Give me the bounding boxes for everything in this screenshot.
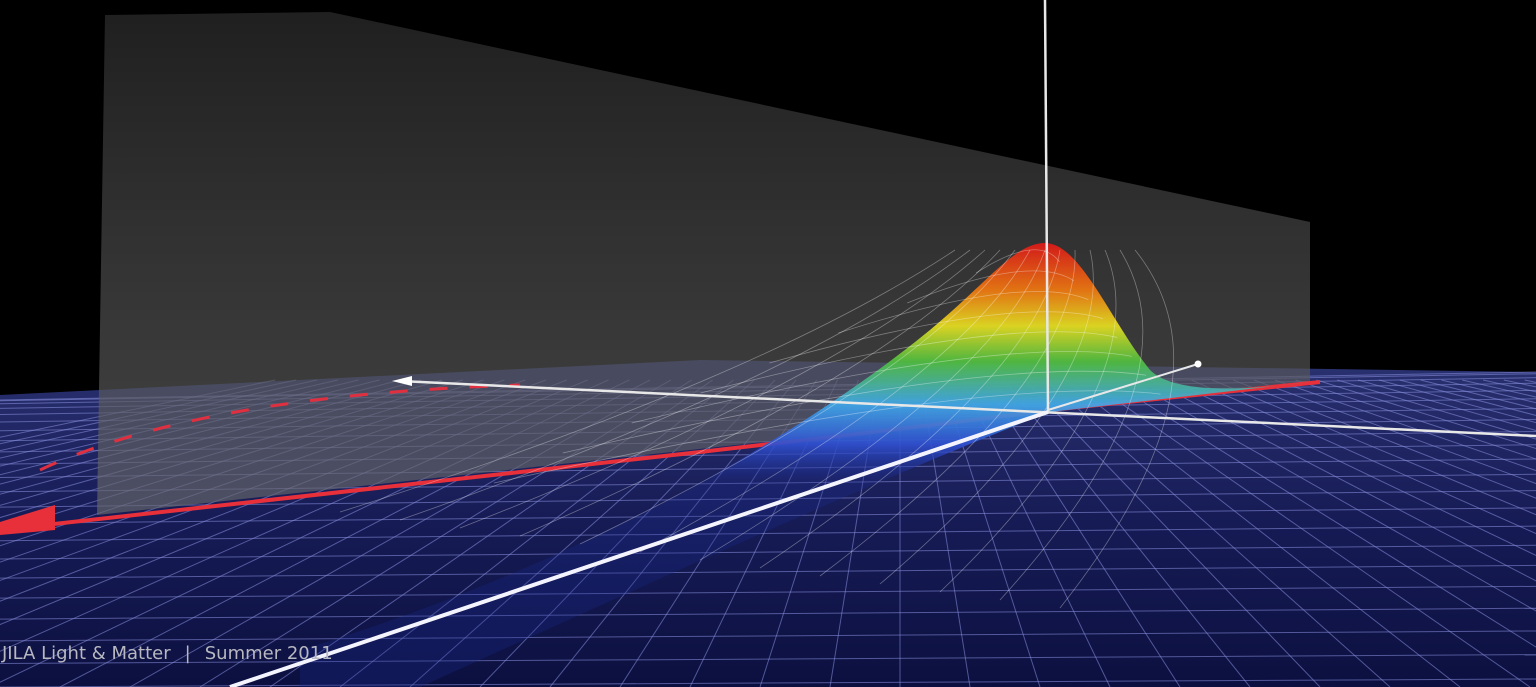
publication: JILA Light & Matter xyxy=(1,643,171,664)
axis-dot xyxy=(1195,361,1202,368)
footer-text: JILA Light & Matter | Summer 2011 xyxy=(1,643,333,664)
issue: Summer 2011 xyxy=(205,643,333,664)
page: {"footer": {"publication": "JILA Light &… xyxy=(0,0,1536,687)
illustration: JILA Light & Matter | Summer 2011 xyxy=(0,0,1536,687)
separator: | xyxy=(185,643,191,664)
